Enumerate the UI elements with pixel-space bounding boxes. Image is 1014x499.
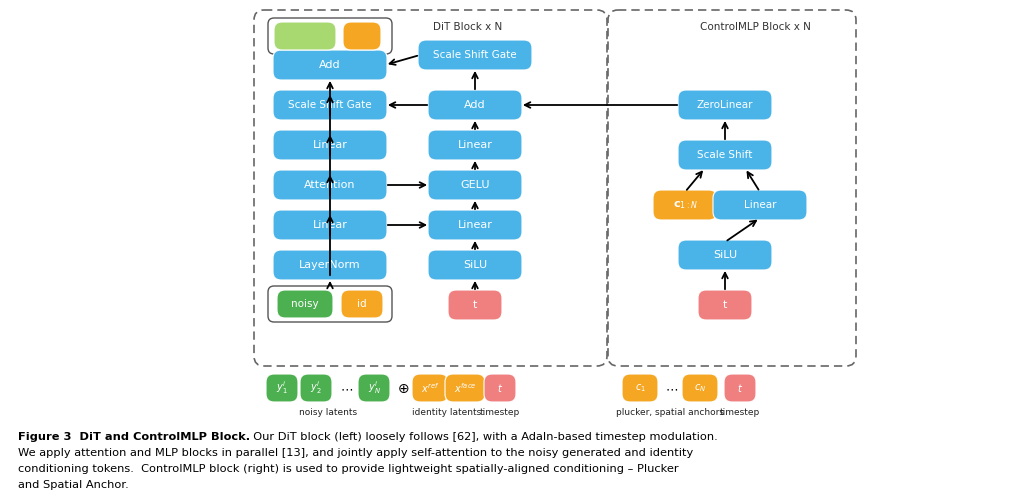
Text: Attention: Attention [304, 180, 356, 190]
Text: SiLU: SiLU [713, 250, 737, 260]
Text: Add: Add [319, 60, 341, 70]
Text: t: t [473, 300, 478, 310]
Text: Linear: Linear [312, 220, 348, 230]
Text: timestep: timestep [720, 408, 760, 417]
Text: LayerNorm: LayerNorm [299, 260, 361, 270]
Text: noisy: noisy [291, 299, 318, 309]
Text: $\cdots$: $\cdots$ [341, 383, 354, 396]
Text: Scale Shift Gate: Scale Shift Gate [433, 50, 517, 60]
Text: We apply attention and MLP blocks in parallel [13], and jointly apply self-atten: We apply attention and MLP blocks in par… [18, 448, 694, 458]
FancyBboxPatch shape [273, 170, 387, 200]
Text: ControlMLP Block x N: ControlMLP Block x N [700, 22, 810, 32]
Text: Scale Shift: Scale Shift [698, 150, 752, 160]
Text: Scale Shift Gate: Scale Shift Gate [288, 100, 372, 110]
Text: Our DiT block (left) loosely follows [62], with a AdaIn-based timestep modulatio: Our DiT block (left) loosely follows [62… [246, 432, 718, 442]
FancyBboxPatch shape [268, 18, 392, 54]
Text: $y_N^i$: $y_N^i$ [367, 380, 380, 396]
FancyBboxPatch shape [724, 374, 756, 402]
FancyBboxPatch shape [428, 210, 522, 240]
FancyBboxPatch shape [273, 50, 387, 80]
Text: $t$: $t$ [737, 382, 743, 394]
Text: t: t [723, 300, 727, 310]
FancyBboxPatch shape [358, 374, 390, 402]
Text: $x^{ref}$: $x^{ref}$ [421, 381, 439, 395]
Text: Linear: Linear [457, 140, 493, 150]
FancyBboxPatch shape [678, 140, 772, 170]
FancyBboxPatch shape [682, 374, 718, 402]
FancyBboxPatch shape [678, 240, 772, 270]
Text: timestep: timestep [480, 408, 520, 417]
Text: $y_1^i$: $y_1^i$ [276, 380, 288, 396]
FancyBboxPatch shape [412, 374, 448, 402]
FancyBboxPatch shape [698, 290, 752, 320]
FancyBboxPatch shape [273, 250, 387, 280]
FancyBboxPatch shape [343, 22, 381, 50]
Text: and Spatial Anchor.: and Spatial Anchor. [18, 480, 129, 490]
Text: ZeroLinear: ZeroLinear [697, 100, 753, 110]
FancyBboxPatch shape [277, 290, 333, 318]
FancyBboxPatch shape [300, 374, 332, 402]
Text: $x^{face}$: $x^{face}$ [453, 381, 477, 395]
FancyBboxPatch shape [268, 286, 392, 322]
Text: $t$: $t$ [497, 382, 503, 394]
FancyBboxPatch shape [418, 40, 532, 70]
Text: Linear: Linear [312, 140, 348, 150]
Text: Linear: Linear [743, 200, 777, 210]
Text: $\oplus$: $\oplus$ [396, 382, 410, 396]
FancyBboxPatch shape [678, 90, 772, 120]
Text: $\mathbf{c}_{1:N}$: $\mathbf{c}_{1:N}$ [672, 199, 698, 211]
Text: identity latents: identity latents [413, 408, 482, 417]
Text: $y_2^i$: $y_2^i$ [310, 380, 321, 396]
FancyBboxPatch shape [428, 170, 522, 200]
FancyBboxPatch shape [445, 374, 485, 402]
FancyBboxPatch shape [266, 374, 298, 402]
FancyBboxPatch shape [274, 22, 336, 50]
Text: id: id [357, 299, 367, 309]
Text: plucker, spatial anchors: plucker, spatial anchors [615, 408, 724, 417]
FancyBboxPatch shape [622, 374, 658, 402]
FancyBboxPatch shape [428, 250, 522, 280]
FancyBboxPatch shape [713, 190, 807, 220]
Text: DiT Block x N: DiT Block x N [433, 22, 503, 32]
FancyBboxPatch shape [428, 130, 522, 160]
FancyBboxPatch shape [273, 90, 387, 120]
FancyBboxPatch shape [273, 210, 387, 240]
Text: Add: Add [464, 100, 486, 110]
FancyBboxPatch shape [484, 374, 516, 402]
FancyBboxPatch shape [428, 90, 522, 120]
Text: conditioning tokens.  ControlMLP block (right) is used to provide lightweight sp: conditioning tokens. ControlMLP block (r… [18, 464, 678, 474]
FancyBboxPatch shape [653, 190, 717, 220]
Text: Linear: Linear [457, 220, 493, 230]
Text: $c_1$: $c_1$ [635, 382, 646, 394]
Text: $c_N$: $c_N$ [694, 382, 706, 394]
Text: noisy latents: noisy latents [299, 408, 357, 417]
FancyBboxPatch shape [448, 290, 502, 320]
Text: GELU: GELU [460, 180, 490, 190]
FancyBboxPatch shape [273, 130, 387, 160]
FancyBboxPatch shape [341, 290, 383, 318]
Text: SiLU: SiLU [463, 260, 487, 270]
Text: Figure 3  DiT and ControlMLP Block.: Figure 3 DiT and ControlMLP Block. [18, 432, 250, 442]
Text: $\cdots$: $\cdots$ [665, 383, 678, 396]
